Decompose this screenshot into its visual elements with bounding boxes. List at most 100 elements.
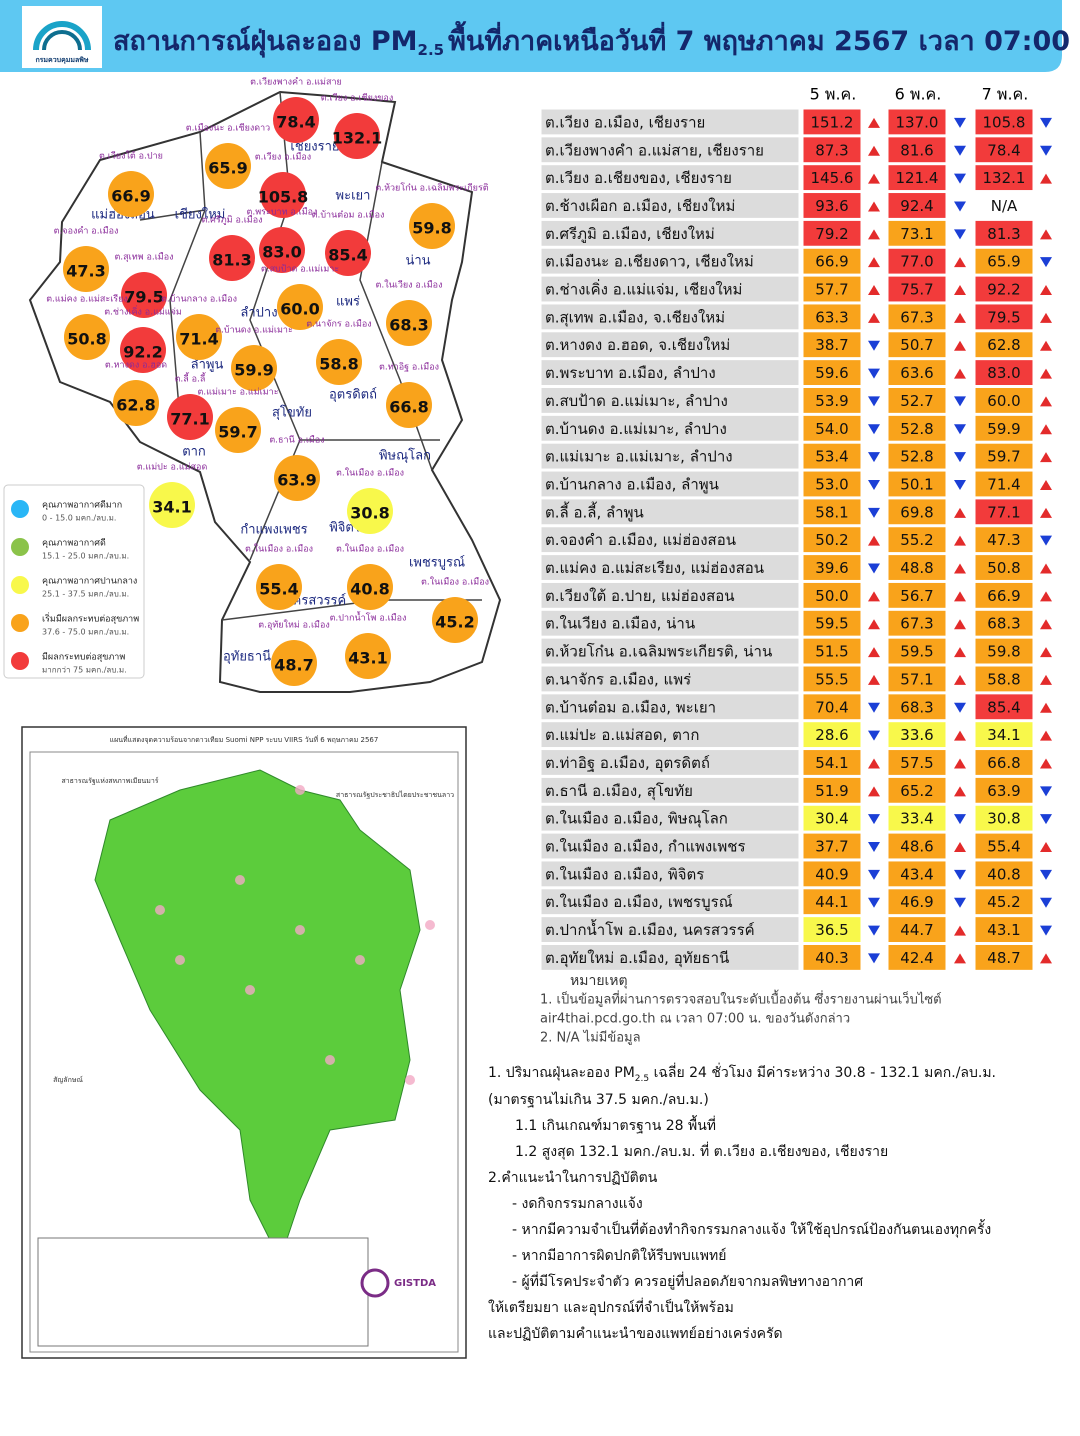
value-cell — [974, 581, 1034, 609]
aqi-value: 92.2 — [123, 343, 162, 362]
value-text: 55.4 — [987, 838, 1020, 856]
station-name: ต.สบป้าด อ.แม่เมาะ, ลำปาง — [545, 392, 728, 410]
value-text: 58.8 — [987, 670, 1020, 688]
legend-swatch — [11, 614, 29, 632]
value-text: 65.9 — [987, 253, 1020, 271]
trend-down — [1040, 869, 1052, 880]
station-name: ต.ท่าอิฐ อ.เมือง, อุตรดิตถ์ — [545, 754, 710, 773]
aqi-value: 105.8 — [258, 188, 309, 207]
note-line: 1. เป็นข้อมูลที่ผ่านการตรวจสอบในระดับเบื… — [540, 990, 942, 1008]
map-border — [139, 91, 482, 621]
trend-down — [1040, 925, 1052, 936]
value-cell — [887, 581, 947, 609]
value-text: 121.4 — [896, 169, 939, 187]
trend-up — [868, 591, 880, 602]
value-cell — [802, 442, 862, 470]
trend-up — [954, 758, 966, 769]
value-text: 105.8 — [983, 113, 1026, 131]
station-map-label: ต.เวียงใต้ อ.ปาย — [99, 151, 163, 162]
trend-up — [1040, 702, 1052, 713]
station-name: ต.ห้วยโก๋น อ.เฉลิมพระเกียรติ, น่าน — [545, 643, 772, 661]
station-name: ต.แม่คง อ.แม่สะเรียง, แม่ฮ่องสอน — [545, 559, 764, 577]
value-text: 30.4 — [815, 810, 848, 828]
summary-line: 1.2 สูงสุด 132.1 มคก./ลบ.ม. ที่ ต.เวียง … — [515, 1142, 888, 1160]
trend-up — [868, 145, 880, 156]
trend-down — [954, 424, 966, 435]
aqi-value: 65.9 — [208, 159, 247, 178]
value-cell — [887, 331, 947, 359]
summary-line: - หากมีอาการผิดปกติให้รีบพบแพทย์ — [512, 1247, 726, 1264]
station-name: ต.แม่ปะ อ.แม่สอด, ตาก — [545, 726, 699, 744]
value-text: 132.1 — [983, 169, 1026, 187]
station-map-label: ต.เวียงพางคำ อ.แม่สาย — [250, 77, 342, 88]
value-text: 81.6 — [900, 141, 933, 159]
summary-line: 2.คำแนะนำในการปฏิบัติตน — [488, 1169, 658, 1186]
value-cell — [974, 136, 1034, 164]
station-name: ต.อุทัยใหม่ อ.เมือง, อุทัยธานี — [545, 949, 729, 968]
station-map-label: ต.พระบาท อ.เมือง — [247, 207, 318, 218]
value-text: 51.5 — [815, 643, 848, 661]
aqi-bubble — [215, 407, 261, 453]
aqi-value: 50.8 — [67, 330, 106, 349]
station-name: ต.เวียง อ.เมือง, เชียงราย — [545, 113, 705, 131]
legend-label: มีผลกระทบต่อสุขภาพ — [42, 652, 125, 663]
value-text: 67.3 — [900, 308, 933, 326]
station-cell — [540, 331, 800, 359]
title-part: สถานการณ์ฝุ่นละออง PM — [113, 25, 418, 58]
value-cell — [887, 470, 947, 498]
legend-label: คุณภาพอากาศปานกลาง — [42, 577, 137, 587]
trend-down — [954, 173, 966, 184]
trend-up — [954, 368, 966, 379]
trend-up — [1040, 312, 1052, 323]
value-text: 62.8 — [987, 336, 1020, 354]
station-map-label: ต.ในเมือง อ.เมือง — [336, 468, 404, 479]
value-text: 36.5 — [815, 921, 848, 939]
value-cell — [887, 609, 947, 637]
value-text: 30.8 — [987, 810, 1020, 828]
title: สถานการณ์ฝุ่นละออง PM2.5 พื้นที่ภาคเหนือว… — [113, 20, 1080, 59]
station-map-label: ต.ในเวียง อ.เมือง — [376, 280, 443, 291]
station-cell — [540, 721, 800, 749]
column-header: 6 พ.ค. — [895, 85, 942, 104]
station-name: ต.ศรีภูมิ อ.เมือง, เชียงใหม่ — [545, 225, 715, 243]
trend-up — [1040, 424, 1052, 435]
value-cell — [974, 192, 1034, 219]
province-label: แพร่ — [336, 295, 360, 310]
aqi-bubble — [167, 394, 213, 440]
station-cell — [540, 359, 800, 386]
station-name: ต.เมืองนะ อ.เชียงดาว, เชียงใหม่ — [545, 253, 754, 271]
station-name: ต.บ้านกลาง อ.เมือง, ลำพูน — [545, 475, 719, 493]
header-banner — [0, 0, 1062, 72]
value-text: 43.4 — [900, 865, 933, 883]
station-name: ต.พระบาท อ.เมือง, ลำปาง — [545, 364, 716, 382]
legend-range: 15.1 - 25.0 มคก./ลบ.ม. — [42, 552, 129, 561]
aqi-value: 30.8 — [350, 504, 389, 523]
province-label: น่าน — [405, 254, 430, 269]
value-text: 57.7 — [815, 281, 848, 299]
value-cell — [887, 888, 947, 916]
station-name: ต.นาจักร อ.เมือง, แพร่ — [545, 670, 691, 688]
value-cell — [974, 331, 1034, 359]
value-cell — [974, 275, 1034, 303]
trend-up — [1040, 396, 1052, 407]
value-text: 37.7 — [815, 838, 848, 856]
trend-down — [868, 814, 880, 825]
logo-arc — [33, 21, 91, 51]
trend-up — [1040, 674, 1052, 685]
value-text: 63.9 — [987, 782, 1020, 800]
value-cell — [974, 888, 1034, 916]
value-cell — [802, 832, 862, 860]
trend-up — [954, 591, 966, 602]
value-text: 69.8 — [900, 503, 933, 521]
value-text: 47.3 — [987, 531, 1020, 549]
value-cell — [887, 164, 947, 192]
station-map-label: ต.บ้านดง อ.แม่เมาะ — [215, 325, 293, 336]
value-cell — [974, 804, 1034, 832]
station-cell — [540, 554, 800, 581]
legend-label: คุณภาพอากาศดี — [42, 538, 106, 549]
station-cell — [540, 888, 800, 916]
value-text: 78.4 — [987, 141, 1020, 159]
trend-up — [1040, 647, 1052, 658]
value-text: 53.9 — [815, 392, 848, 410]
aqi-value: 66.8 — [389, 398, 428, 417]
